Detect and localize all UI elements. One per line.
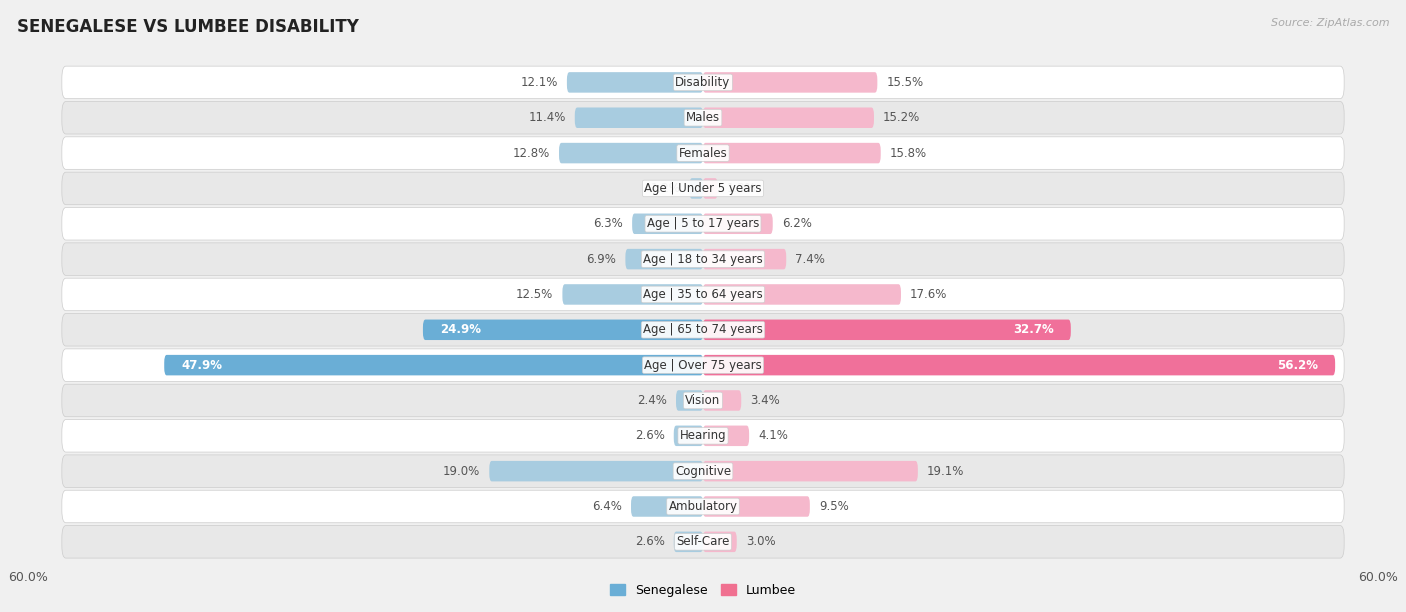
Text: SENEGALESE VS LUMBEE DISABILITY: SENEGALESE VS LUMBEE DISABILITY — [17, 18, 359, 36]
Text: Hearing: Hearing — [679, 429, 727, 442]
Legend: Senegalese, Lumbee: Senegalese, Lumbee — [606, 579, 800, 602]
FancyBboxPatch shape — [703, 143, 880, 163]
Text: 47.9%: 47.9% — [181, 359, 222, 371]
FancyBboxPatch shape — [62, 349, 1344, 381]
FancyBboxPatch shape — [633, 214, 703, 234]
FancyBboxPatch shape — [703, 108, 875, 128]
FancyBboxPatch shape — [703, 249, 786, 269]
Text: 56.2%: 56.2% — [1277, 359, 1319, 371]
FancyBboxPatch shape — [703, 496, 810, 517]
Text: 24.9%: 24.9% — [440, 323, 481, 336]
FancyBboxPatch shape — [703, 319, 1071, 340]
Text: 11.4%: 11.4% — [529, 111, 565, 124]
Text: 1.3%: 1.3% — [727, 182, 756, 195]
Text: 2.6%: 2.6% — [636, 536, 665, 548]
FancyBboxPatch shape — [703, 355, 1336, 375]
Text: Disability: Disability — [675, 76, 731, 89]
FancyBboxPatch shape — [165, 355, 703, 375]
FancyBboxPatch shape — [62, 172, 1344, 204]
Text: Self-Care: Self-Care — [676, 536, 730, 548]
Text: 12.8%: 12.8% — [513, 147, 550, 160]
FancyBboxPatch shape — [703, 284, 901, 305]
Text: 4.1%: 4.1% — [758, 429, 787, 442]
Text: 9.5%: 9.5% — [818, 500, 849, 513]
Text: 19.1%: 19.1% — [927, 465, 965, 477]
FancyBboxPatch shape — [62, 66, 1344, 99]
Text: Age | Under 5 years: Age | Under 5 years — [644, 182, 762, 195]
FancyBboxPatch shape — [703, 214, 773, 234]
Text: 6.9%: 6.9% — [586, 253, 616, 266]
FancyBboxPatch shape — [567, 72, 703, 92]
FancyBboxPatch shape — [562, 284, 703, 305]
FancyBboxPatch shape — [62, 207, 1344, 240]
FancyBboxPatch shape — [62, 313, 1344, 346]
FancyBboxPatch shape — [626, 249, 703, 269]
FancyBboxPatch shape — [62, 526, 1344, 558]
Text: 2.6%: 2.6% — [636, 429, 665, 442]
FancyBboxPatch shape — [62, 243, 1344, 275]
Text: Females: Females — [679, 147, 727, 160]
FancyBboxPatch shape — [62, 278, 1344, 311]
Text: 3.0%: 3.0% — [745, 536, 775, 548]
FancyBboxPatch shape — [703, 72, 877, 92]
Text: 12.1%: 12.1% — [520, 76, 558, 89]
FancyBboxPatch shape — [703, 461, 918, 482]
Text: 2.4%: 2.4% — [637, 394, 666, 407]
Text: Vision: Vision — [685, 394, 721, 407]
FancyBboxPatch shape — [689, 178, 703, 199]
Text: 32.7%: 32.7% — [1014, 323, 1054, 336]
Text: 7.4%: 7.4% — [796, 253, 825, 266]
Text: 12.5%: 12.5% — [516, 288, 554, 301]
FancyBboxPatch shape — [703, 532, 737, 552]
FancyBboxPatch shape — [62, 137, 1344, 170]
Text: 15.2%: 15.2% — [883, 111, 920, 124]
Text: 15.8%: 15.8% — [890, 147, 927, 160]
FancyBboxPatch shape — [673, 425, 703, 446]
FancyBboxPatch shape — [703, 390, 741, 411]
Text: Males: Males — [686, 111, 720, 124]
FancyBboxPatch shape — [676, 390, 703, 411]
FancyBboxPatch shape — [62, 490, 1344, 523]
FancyBboxPatch shape — [703, 178, 717, 199]
Text: 17.6%: 17.6% — [910, 288, 948, 301]
Text: Ambulatory: Ambulatory — [668, 500, 738, 513]
FancyBboxPatch shape — [575, 108, 703, 128]
FancyBboxPatch shape — [673, 532, 703, 552]
FancyBboxPatch shape — [423, 319, 703, 340]
Text: 6.3%: 6.3% — [593, 217, 623, 230]
Text: 19.0%: 19.0% — [443, 465, 481, 477]
Text: Age | 18 to 34 years: Age | 18 to 34 years — [643, 253, 763, 266]
Text: 3.4%: 3.4% — [751, 394, 780, 407]
Text: Age | 65 to 74 years: Age | 65 to 74 years — [643, 323, 763, 336]
FancyBboxPatch shape — [62, 420, 1344, 452]
FancyBboxPatch shape — [703, 425, 749, 446]
Text: 15.5%: 15.5% — [886, 76, 924, 89]
Text: 6.4%: 6.4% — [592, 500, 621, 513]
Text: Age | Over 75 years: Age | Over 75 years — [644, 359, 762, 371]
Text: Source: ZipAtlas.com: Source: ZipAtlas.com — [1271, 18, 1389, 28]
FancyBboxPatch shape — [62, 102, 1344, 134]
Text: Age | 35 to 64 years: Age | 35 to 64 years — [643, 288, 763, 301]
FancyBboxPatch shape — [631, 496, 703, 517]
Text: 1.2%: 1.2% — [651, 182, 681, 195]
Text: Cognitive: Cognitive — [675, 465, 731, 477]
FancyBboxPatch shape — [560, 143, 703, 163]
FancyBboxPatch shape — [62, 455, 1344, 487]
FancyBboxPatch shape — [62, 384, 1344, 417]
FancyBboxPatch shape — [489, 461, 703, 482]
Text: Age | 5 to 17 years: Age | 5 to 17 years — [647, 217, 759, 230]
Text: 6.2%: 6.2% — [782, 217, 811, 230]
